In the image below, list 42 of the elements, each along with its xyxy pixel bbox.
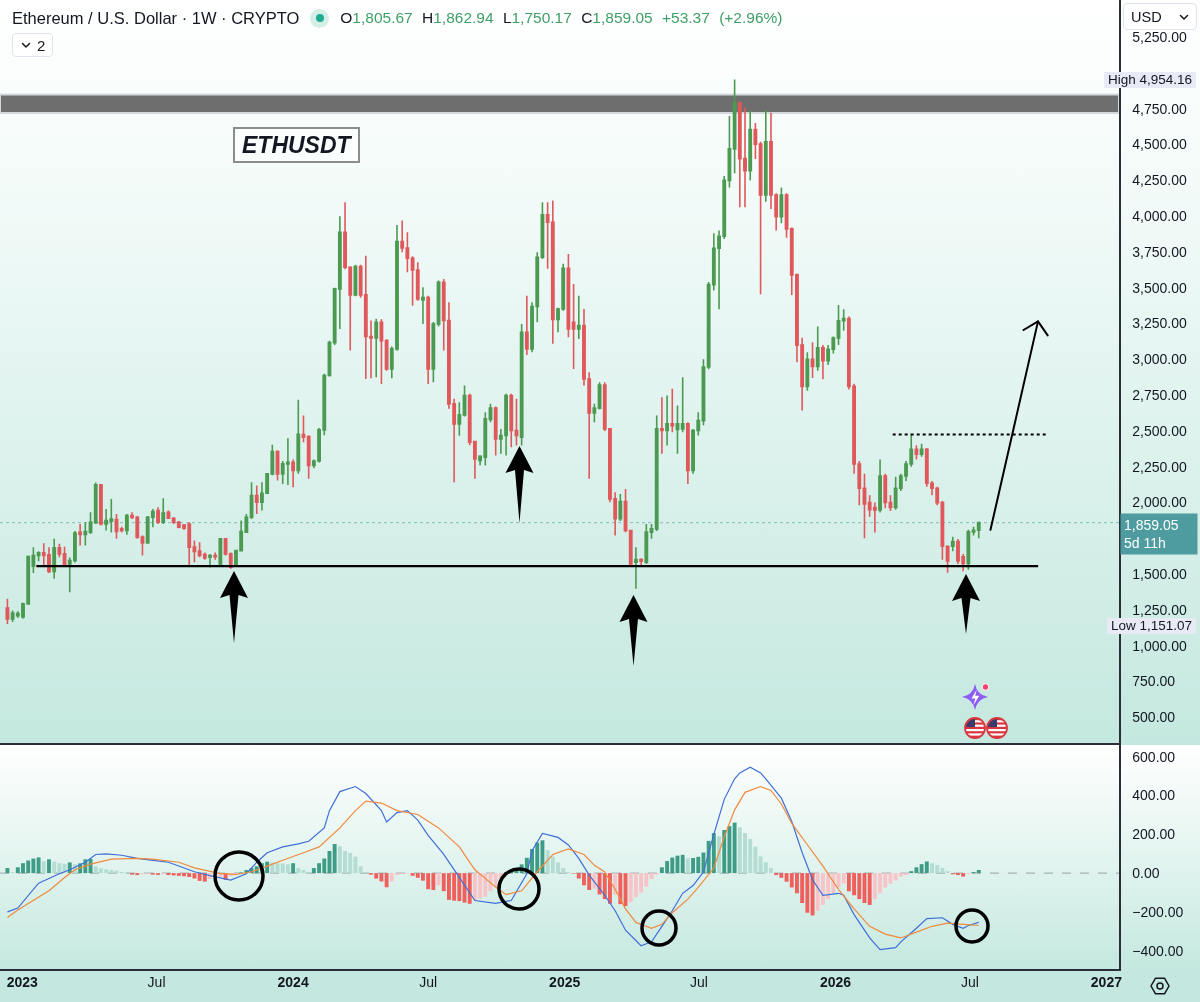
y-tick-label: 2,250.00 xyxy=(1132,458,1188,475)
ref-line-label: 1,859.05 5d 11h xyxy=(1124,517,1179,552)
x-tick-label: 2026 xyxy=(819,974,852,991)
annotation: Low 1,151.07 xyxy=(1110,618,1192,633)
x-tick-label: Jul xyxy=(147,974,166,991)
x-tick-label: 2023 xyxy=(6,974,39,991)
label-box: ETHUSDT xyxy=(233,127,360,163)
y-tick-label: −200.00 xyxy=(1132,903,1184,920)
y-tick-label: 1,250.00 xyxy=(1132,601,1188,618)
x-tick-label: 2027 xyxy=(1090,974,1123,991)
y-tick-label: 2,750.00 xyxy=(1132,387,1188,404)
y-tick-label: 4,750.00 xyxy=(1132,100,1188,117)
y-tick-label: 500.00 xyxy=(1132,709,1176,726)
y-tick-label: 3,750.00 xyxy=(1132,243,1188,260)
x-tick-label: Jul xyxy=(419,974,438,991)
y-axis-title: USD xyxy=(1131,8,1162,25)
y-tick-label: 1,000.00 xyxy=(1132,637,1188,654)
y-tick-label: 4,000.00 xyxy=(1132,208,1188,225)
x-tick-label: 2025 xyxy=(549,974,581,991)
y-tick-label: 3,500.00 xyxy=(1132,279,1188,296)
y-tick-label: 2,500.00 xyxy=(1132,422,1188,439)
text: O1,805.67 H1,862.94 L1,750.17 C1,859.05 +53.37 (+2.96%) xyxy=(340,9,783,27)
x-tick-label: Jul xyxy=(690,974,708,991)
annotation: High 4,954.16 xyxy=(1107,72,1192,87)
annotation: 2 xyxy=(37,36,46,54)
y-tick-label: 600.00 xyxy=(1132,748,1176,765)
y-tick-label: 200.00 xyxy=(1132,826,1176,843)
y-tick-label: 2,000.00 xyxy=(1132,494,1188,511)
y-tick-label: 1,500.00 xyxy=(1132,565,1188,582)
x-tick-label: 2024 xyxy=(277,974,309,991)
y-tick-label: 0.00 xyxy=(1132,865,1160,882)
y-tick-label: 4,500.00 xyxy=(1132,136,1188,153)
y-tick-label: 400.00 xyxy=(1132,787,1176,804)
x-tick-label: Jul xyxy=(960,974,979,991)
y-tick-label: 3,000.00 xyxy=(1132,351,1188,368)
y-tick-label: 5,250.00 xyxy=(1132,29,1188,46)
annotation: ETHUSDT xyxy=(242,132,351,158)
y-tick-label: 4,250.00 xyxy=(1132,172,1188,189)
y-tick-label: 750.00 xyxy=(1132,673,1176,690)
text: Ethereum / U.S. Dollar · 1W · CRYPTO xyxy=(12,8,300,28)
y-tick-label: 3,250.00 xyxy=(1132,315,1188,332)
y-tick-label: −400.00 xyxy=(1132,942,1184,959)
